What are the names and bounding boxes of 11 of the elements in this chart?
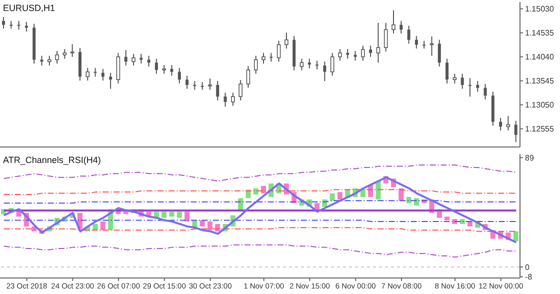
y-tick-label: 89 bbox=[525, 154, 534, 163]
y-tick-label: 1.12555 bbox=[525, 124, 554, 134]
y-tick-label: 1.15030 bbox=[525, 4, 554, 14]
chart-title: EURUSD,H1 bbox=[3, 3, 56, 13]
y-tick-label: 1.14040 bbox=[525, 52, 554, 62]
y-tick-label: 1.13050 bbox=[525, 100, 554, 110]
chart-title: ATR_Channels_RSI(H4) bbox=[3, 155, 101, 165]
y-tick-label: 1.14535 bbox=[525, 28, 554, 38]
y-tick-label: -8 bbox=[525, 272, 533, 282]
y-tick-label: 0 bbox=[525, 262, 530, 272]
y-tick-label: 1.13545 bbox=[525, 76, 554, 86]
